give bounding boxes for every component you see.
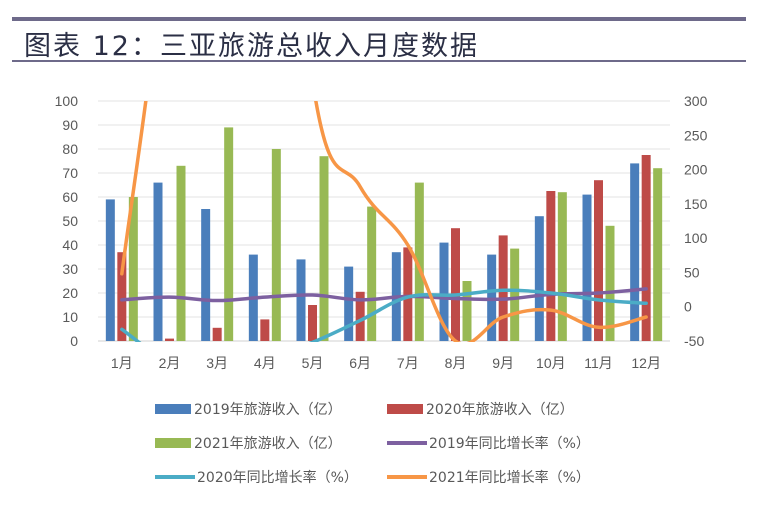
header-top-rule [12,17,746,21]
bar [582,194,592,341]
legend-item-2019-revenue: 2019年旅游收入（亿） [155,399,387,419]
legend-swatch [155,475,195,479]
left-axis-tick-label: 40 [62,237,78,253]
bar [557,192,567,341]
bar [534,216,544,341]
bar [165,338,174,341]
bar [271,149,281,341]
bar [510,248,520,341]
bar [630,163,640,341]
bar [355,291,365,341]
figure-title: 图表 12：三亚旅游总收入月度数据 [24,31,479,62]
x-axis-tick-label: 11月 [584,355,613,371]
bar [308,305,317,341]
bar [653,168,663,341]
x-axis-tick-label: 9月 [492,355,514,371]
legend-item-2021-revenue: 2021年旅游收入（亿） [155,433,387,453]
legend-swatch [387,441,427,445]
legend-label: 2020年旅游收入（亿） [426,402,574,418]
bar [403,247,413,341]
right-axis-tick-label: 50 [684,264,700,280]
left-axis-tick-label: 10 [62,309,78,325]
right-axis-tick-label: 300 [684,93,708,109]
bar [296,259,306,341]
x-axis-tick-label: 10月 [536,355,566,371]
left-axis-tick-label: 90 [62,117,78,133]
bar [201,209,211,341]
bar [117,252,127,341]
line-series [120,288,648,342]
left-axis-tick-label: 0 [70,333,78,349]
bar [367,206,377,341]
legend-label: 2019年同比增长率（%） [429,436,590,452]
line-series [120,101,648,342]
bar [224,127,234,342]
left-axis-tick-label: 70 [62,165,78,181]
legend: 2019年旅游收入（亿） 2020年旅游收入（亿） 2021年旅游收入（亿） 2… [155,392,655,494]
x-axis-tick-label: 3月 [206,355,228,371]
left-axis-tick-label: 100 [55,93,79,109]
legend-label: 2021年同比增长率（%） [429,470,590,486]
legend-label: 2021年旅游收入（亿） [194,436,342,452]
legend-label: 2019年旅游收入（亿） [194,402,342,418]
legend-swatch [387,404,423,414]
legend-label: 2020年同比增长率（%） [197,470,358,486]
right-axis-tick-label: 200 [684,162,708,178]
left-axis-tick-label: 60 [62,189,78,205]
legend-swatch [387,475,427,479]
bar [260,319,270,341]
x-axis-tick-label: 8月 [445,355,467,371]
bar [641,155,651,341]
x-axis-tick-label: 4月 [254,355,276,371]
legend-item-2020-revenue: 2020年旅游收入（亿） [387,399,619,419]
bar [498,235,508,341]
legend-swatch [155,438,191,448]
bar [319,156,329,341]
bar [105,199,115,341]
x-axis-tick-label: 5月 [302,355,324,371]
right-axis-tick-label: 250 [684,127,708,143]
x-axis-tick-label: 12月 [631,355,661,371]
legend-item-2020-growth: 2020年同比增长率（%） [155,467,387,487]
right-axis-tick-label: 0 [684,299,692,315]
bar [451,228,460,341]
x-axis-tick-label: 2月 [159,355,181,371]
right-axis-tick-label: 100 [684,230,708,246]
bar [344,266,354,341]
legend-swatch [155,404,191,414]
bar [153,182,163,341]
bar [605,225,615,341]
left-axis-tick-label: 80 [62,141,78,157]
bar [546,191,556,341]
bar [212,327,222,341]
right-axis-tick-label: 150 [684,196,708,212]
legend-item-2019-growth: 2019年同比增长率（%） [387,433,619,453]
bar [414,182,424,341]
bar [439,242,449,341]
left-axis-tick-label: 50 [62,213,78,229]
left-axis-tick-label: 20 [62,285,78,301]
right-axis-tick-label: -50 [684,333,704,349]
bar [128,197,138,341]
x-axis-tick-label: 6月 [349,355,371,371]
header-bottom-rule [12,60,746,62]
left-axis-tick-label: 30 [62,261,78,277]
bar [594,180,603,341]
x-axis-tick-label: 7月 [397,355,419,371]
x-axis-tick-label: 1月 [111,355,133,371]
bar [176,165,186,341]
bar [462,281,472,341]
legend-item-2021-growth: 2021年同比增长率（%） [387,467,619,487]
